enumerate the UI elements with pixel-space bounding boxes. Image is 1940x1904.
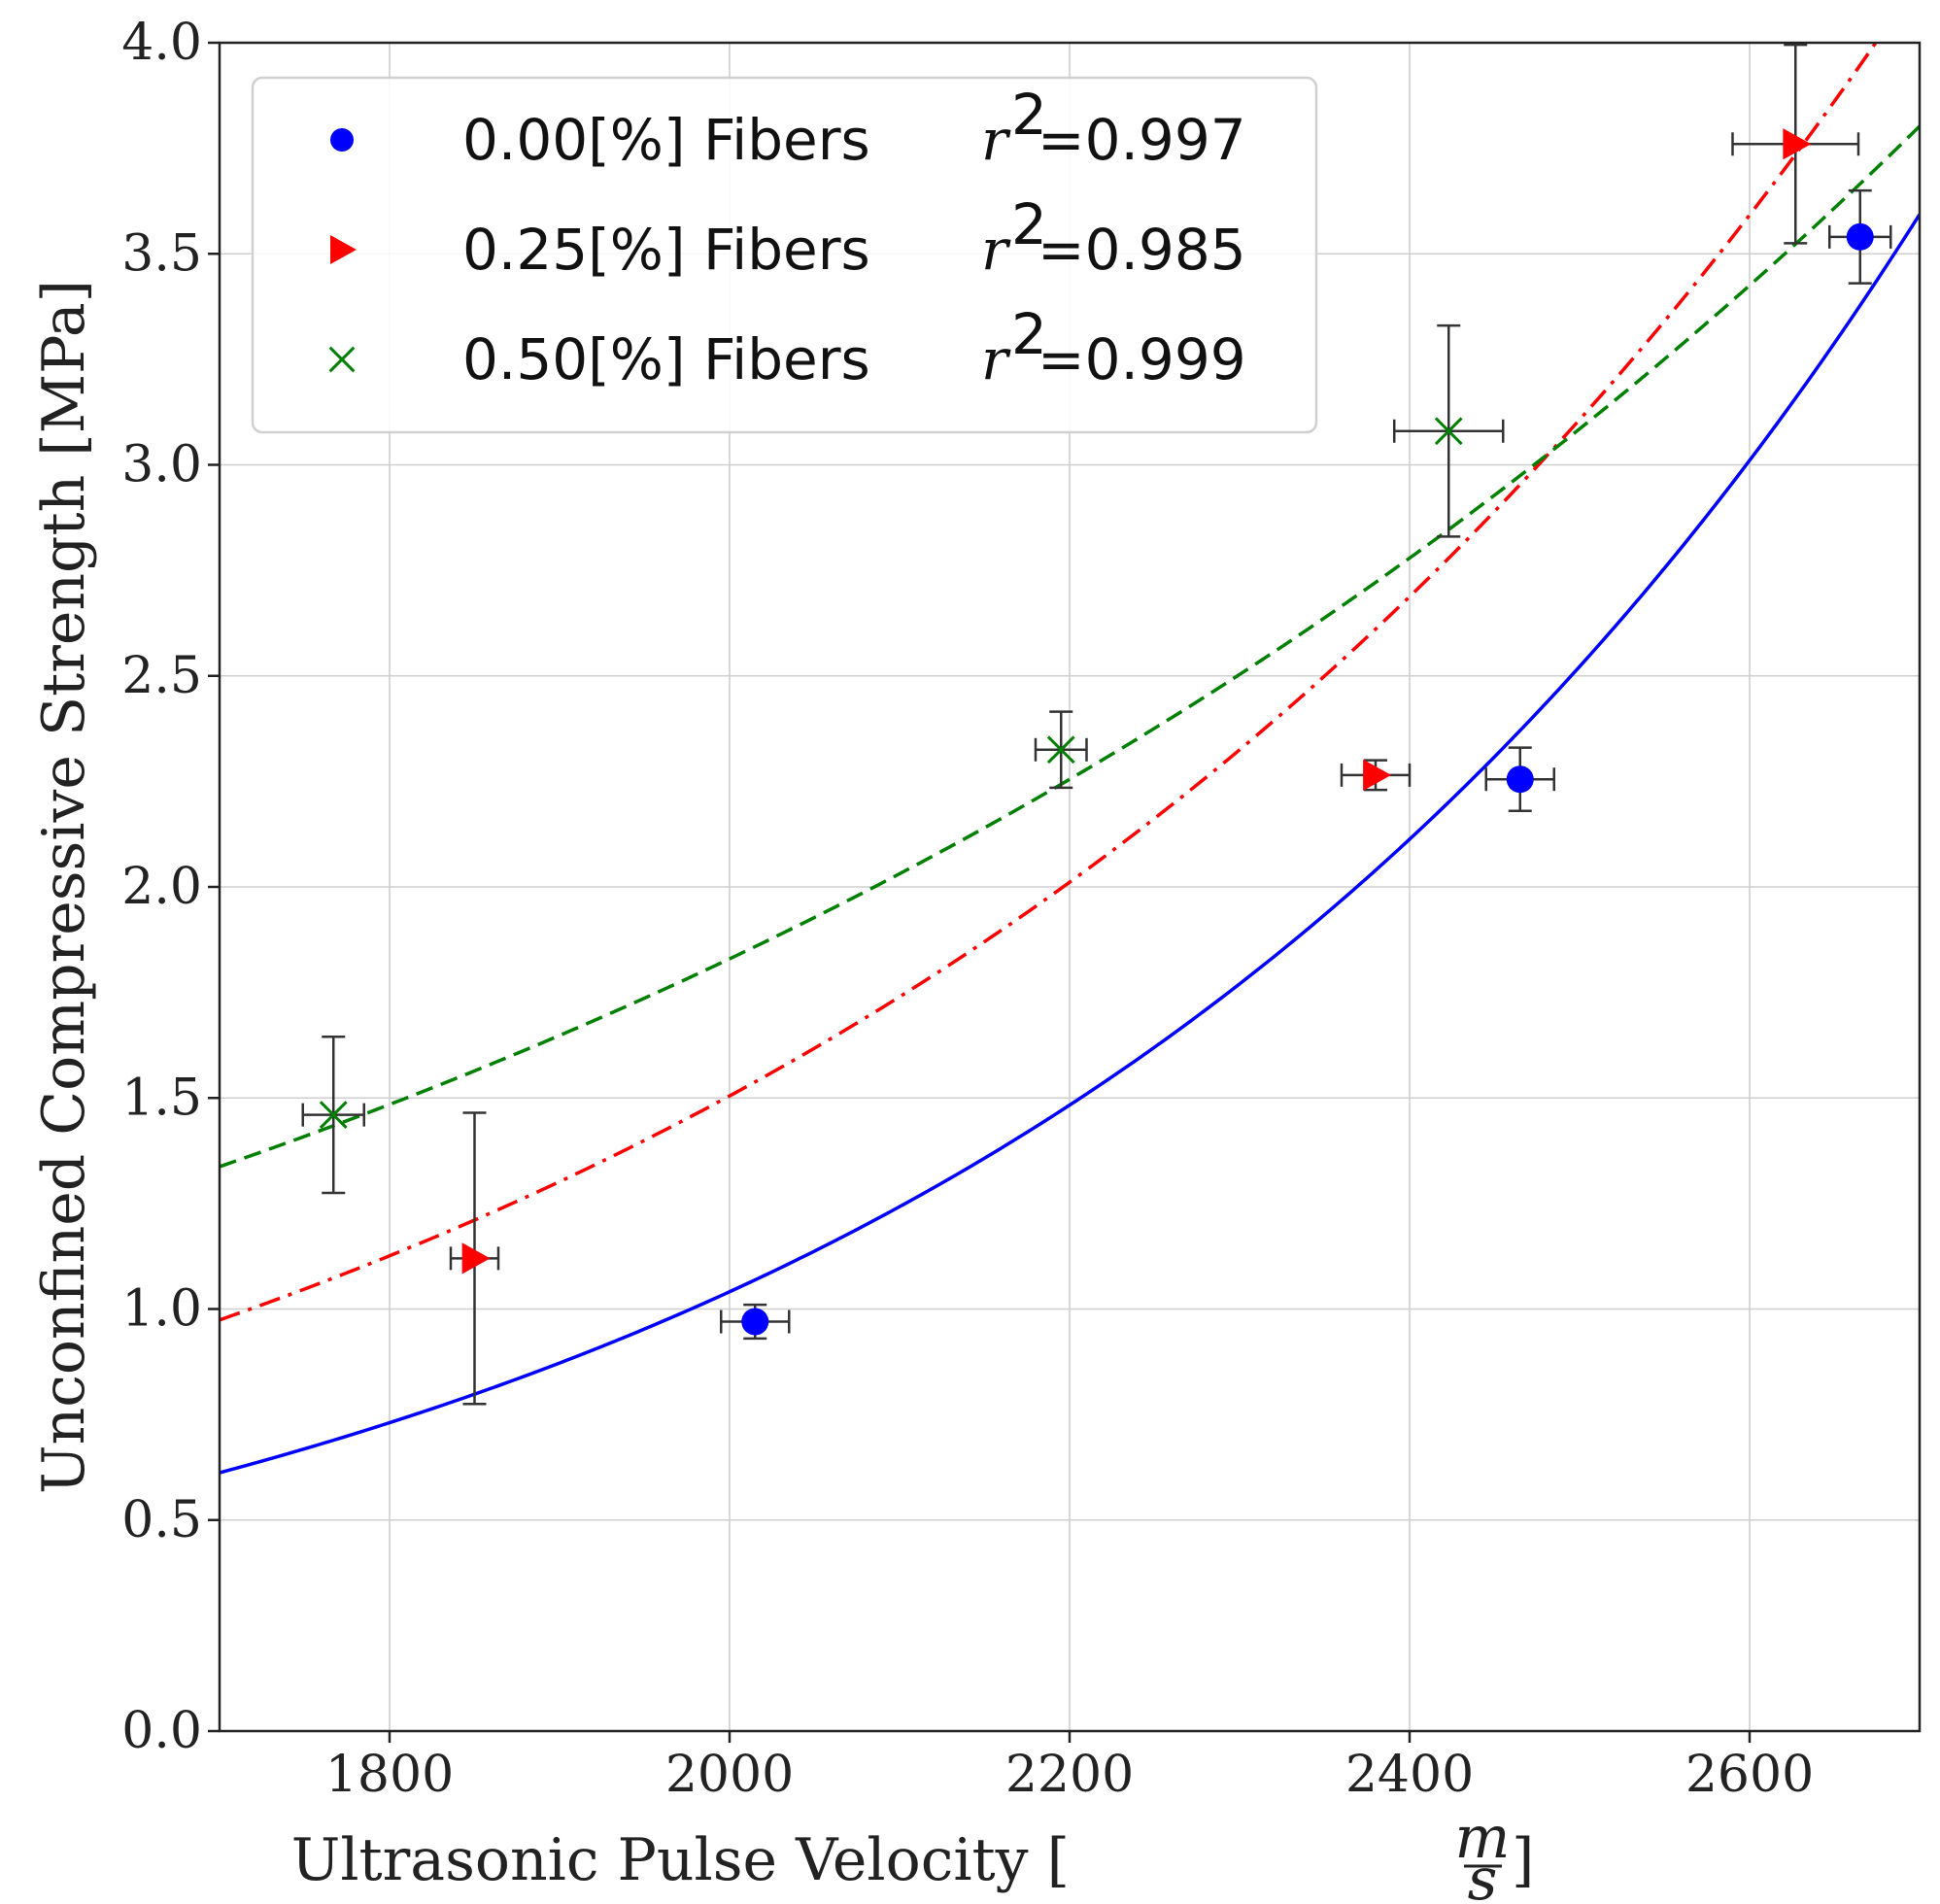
data-point: [1393, 323, 1505, 538]
y-tick-label: 0.5: [121, 1491, 202, 1549]
fit-curve: [220, 43, 1879, 1322]
marker-circle: [1846, 222, 1874, 251]
x-unit-denominator: s: [1468, 1846, 1498, 1904]
legend-entry: 0.50[%] Fibers r 2=0.999: [328, 301, 1246, 392]
marker-circle: [741, 1308, 769, 1336]
legend-r2-symbol: r: [981, 107, 1011, 173]
legend-r2-exponent: 2: [1011, 191, 1047, 257]
y-tick-label: 1.0: [121, 1280, 202, 1339]
data-points: [301, 43, 1892, 1406]
y-tick-label: 4.0: [121, 14, 202, 72]
marker-x: [1046, 735, 1075, 765]
y-tick-label: 3.0: [121, 436, 202, 494]
legend-r2-value: =0.999: [1038, 326, 1246, 392]
y-tick-label: 2.5: [121, 647, 202, 705]
marker-x: [319, 1101, 348, 1129]
axis-ticks: 1800 2000 2200 2400 2600 0.0 0.5 1.0 1.5 2.0 2.5 3.…: [121, 14, 1814, 1804]
y-tick-label: 1.5: [121, 1069, 202, 1127]
x-unit-bracket: ]: [1512, 1826, 1534, 1894]
x-tick-label: 2000: [665, 1746, 794, 1804]
marker-triangle: [1783, 128, 1812, 160]
legend-entry: 0.25[%] Fibers r 2=0.985: [330, 191, 1246, 283]
legend-r2-value: =0.985: [1038, 217, 1246, 283]
x-axis-unit: m s ]: [1455, 1804, 1535, 1904]
y-axis-title: Unconfined Compressive Strength [MPa]: [30, 280, 98, 1494]
marker-triangle: [461, 1242, 491, 1275]
marker-triangle: [1363, 759, 1392, 791]
marker-x: [1434, 417, 1463, 446]
data-point: [1484, 746, 1555, 813]
legend-label: 0.25[%] Fibers: [462, 217, 870, 283]
x-tick-label: 1800: [325, 1746, 454, 1804]
marker-circle: [330, 128, 354, 152]
data-point: [1034, 710, 1088, 790]
y-tick-label: 2.0: [121, 858, 202, 916]
legend-r2-value: =0.997: [1038, 107, 1246, 173]
y-tick-label: 0.0: [121, 1702, 202, 1760]
legend-r2-exponent: 2: [1011, 301, 1047, 367]
data-point: [720, 1303, 791, 1341]
marker-triangle: [330, 235, 357, 264]
legend-frame: [251, 76, 1318, 434]
marker-x: [328, 346, 356, 373]
data-point: [301, 1035, 365, 1195]
data-point: [1731, 43, 1860, 245]
x-axis-title: Ultrasonic Pulse Velocity [: [291, 1826, 1070, 1894]
fit-curve: [220, 124, 1920, 1169]
data-point: [449, 1111, 500, 1406]
data-point: [1340, 759, 1412, 792]
legend-r2-exponent: 2: [1011, 82, 1047, 148]
fit-curves: [220, 43, 1920, 1475]
x-tick-label: 2200: [1005, 1746, 1134, 1804]
marker-circle: [1506, 765, 1534, 794]
legend-r2-symbol: r: [981, 326, 1011, 392]
x-tick-label: 2600: [1685, 1746, 1814, 1804]
x-tick-label: 2400: [1345, 1746, 1474, 1804]
legend-r2-symbol: r: [981, 217, 1011, 283]
fit-curve: [220, 213, 1920, 1475]
legend-label: 0.00[%] Fibers: [462, 107, 870, 173]
x-unit-numerator: m: [1455, 1804, 1511, 1872]
legend-label: 0.50[%] Fibers: [462, 326, 870, 392]
y-tick-label: 3.5: [121, 224, 202, 283]
data-point: [1828, 188, 1892, 285]
legend-entry: 0.00[%] Fibers r 2=0.997: [330, 82, 1246, 173]
